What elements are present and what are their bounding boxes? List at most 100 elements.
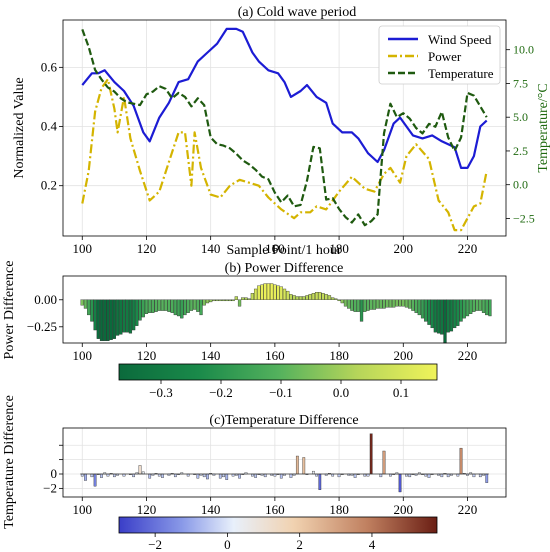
panel-b-colorbar-tick-label: 0.0 [333,385,349,400]
panel-b-bar [160,299,165,311]
panel-b-bar [282,288,287,300]
panel-b-bar [125,299,129,333]
panel-b-colorbar [118,363,438,381]
panel-b-bar [302,296,306,300]
panel-c-bar [218,473,222,479]
panel-b-bar [485,299,489,316]
panel-b-bar [128,299,133,334]
panel-b-bar [270,283,274,300]
panel-c-bar [254,473,257,478]
panel-c-bar [459,447,463,475]
legend-label-wind: Wind Speed [428,32,492,47]
panel-b-colorbar-ticks: −0.3 −0.2 −0.1 0.0 0.1 [149,380,409,400]
panel-a-xtick-label: 140 [201,241,221,256]
panel-b-bar [453,299,457,329]
panel-b-bar [311,293,316,300]
panel-b-xtick-label: 140 [201,348,221,363]
panel-a-ytick-label: 0.2 [41,178,57,193]
panel-b-bar [321,293,325,300]
panel-c-bar [369,433,373,475]
panel-b-bar [144,299,149,314]
panel-b-bar [318,292,322,300]
legend: Wind Speed Power Temperature [378,25,501,85]
panel-c-bar [289,473,293,478]
panel-c-xtick-label: 180 [329,502,349,517]
panel-b-bar [205,299,210,304]
panel-c-colorbar-tick-label: 4 [369,537,376,552]
panel-a-ytick-right-label: 0.0 [513,178,528,192]
panel-b-bar [173,299,177,316]
panel-a-series [81,27,488,232]
panel-c-bar [222,473,225,478]
panel-b-xtick-label: 100 [73,348,93,363]
panel-c: (c)Temperature Difference 100 120 140 160 18… [2,395,507,552]
panel-b-bar [209,299,213,303]
panel-a-ytick-right-label: 7.5 [513,76,528,90]
panel-b-bar [385,299,389,308]
panel-b-bar [308,294,312,300]
panel-b-bar [382,299,386,309]
panel-b-bar [250,293,255,300]
panel-c-bar [206,473,209,480]
legend-box [378,25,501,85]
panel-b-bar [408,299,412,309]
panel-a-xtick-label: 160 [265,241,285,256]
panel-b-bar [356,299,360,312]
panel-b-bar [225,299,229,302]
panel-b-bar [398,299,402,307]
panel-b-bar [481,299,486,313]
panel-b-bar [334,298,338,300]
panel-b-colorbar-tick-label: 0.1 [393,385,409,400]
panel-b-bar [212,299,216,302]
panel-b-bar [478,299,482,311]
panel-b-bar [183,299,187,316]
panel-b-bar [157,299,161,311]
panel-c-bar [93,473,97,487]
panel-b-bar [231,299,235,302]
panel-b: (b) Power Difference 100 120 140 160 180 200 2… [2,261,507,400]
panel-b-bar [414,299,418,313]
panel-c-bar [440,473,444,478]
panel-b-bar [375,299,380,309]
panel-c-xtick-label: 120 [137,502,157,517]
panel-b-bar [337,299,341,302]
panel-b-bar [237,299,242,307]
panel-b-bar [135,299,139,326]
panel-c-bar [427,473,431,478]
panel-b-bar [279,286,283,300]
panel-c-bar [84,473,87,481]
panel-a-ytick-right-label: 2.5 [513,144,528,158]
panel-b-ytick-label: −0.25 [27,319,57,334]
panel-b-bar [154,299,158,312]
panel-b-ylabel: Power Difference [2,261,17,360]
panel-c-bar [225,473,229,480]
panel-b-bar [151,299,155,313]
panel-c-bar [478,473,482,478]
panel-c-bar [90,473,94,478]
panel-c-bar [100,473,103,478]
panel-c-bar [173,473,177,478]
panel-b-frame [62,275,507,344]
panel-c-grid [63,428,506,497]
panel-c-xtick-label: 100 [73,502,93,517]
panel-c-xtick-label: 200 [394,502,414,517]
panel-c-bar [472,473,476,478]
panel-b-bar [106,299,110,342]
panel-b-xtick-label: 160 [265,348,285,363]
panel-b-bar [298,296,303,300]
panel-c-bar [196,473,200,479]
panel-b-bar [180,299,184,319]
panel-c-ytick-label: −2 [43,480,57,495]
panel-b-bar [472,299,476,312]
panel-b-bar [369,299,373,310]
panel-a-xtick-label: 220 [458,241,478,256]
panel-a-frame [62,19,507,237]
panel-b-bar [103,299,107,342]
panel-b-bar [465,299,470,317]
panel-b-bar [469,299,473,314]
panel-b-xtick-label: 120 [137,348,157,363]
panel-b-bar [244,297,248,300]
panel-c-bar [148,473,152,479]
panel-b-bar [96,299,100,339]
